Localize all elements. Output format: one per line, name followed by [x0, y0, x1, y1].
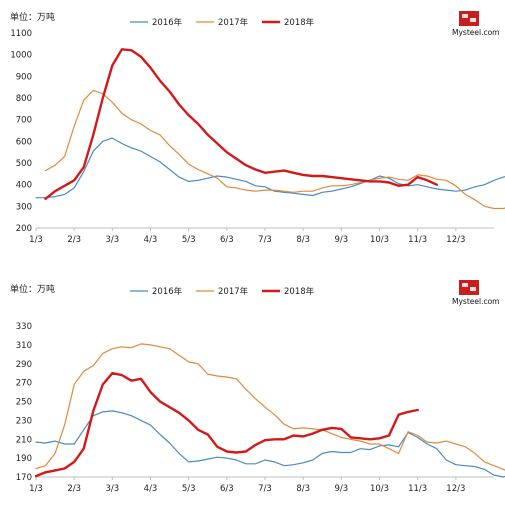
legend-label: 2017年: [218, 17, 249, 28]
x-tick-label: 11/3: [408, 484, 427, 494]
x-tick-label: 1/3: [29, 484, 43, 494]
y-tick-label: 190: [16, 454, 32, 464]
x-axis-ticks: 1/3 2/3 3/3 4/3 5/3 6/3 7/3 8/3 9/3 10/3 11/3 12/3: [29, 228, 465, 245]
x-tick-label: 2/3: [67, 235, 81, 245]
y-tick-label: 200: [16, 224, 32, 234]
chart-bottom: 单位：万吨 2016年 2017年 2018年 Mysteel.com 170 190…: [10, 280, 505, 494]
y-tick-label: 210: [16, 435, 32, 445]
logo-text: Mysteel.com: [452, 297, 499, 306]
y-tick-label: 270: [16, 379, 32, 389]
x-tick-label: 5/3: [182, 484, 196, 494]
legend-label: 2018年: [284, 17, 315, 28]
series-line-2016: [35, 137, 505, 199]
y-tick-label: 1100: [10, 29, 32, 39]
y-tick-label: 600: [16, 137, 32, 147]
y-axis-ticks: 200 300 400 500 600 700 800 900 1000 1100: [10, 29, 32, 234]
mysteel-logo: Mysteel.com: [452, 280, 499, 306]
y-tick-label: 230: [16, 416, 32, 426]
y-tick-label: 900: [16, 72, 32, 82]
x-tick-label: 5/3: [182, 235, 196, 245]
x-tick-label: 8/3: [296, 235, 310, 245]
logo-text: Mysteel.com: [452, 28, 499, 37]
x-tick-label: 1/3: [29, 235, 43, 245]
x-tick-label: 6/3: [220, 235, 234, 245]
unit-label: 单位：万吨: [10, 283, 55, 295]
series-lines: [35, 48, 505, 210]
y-tick-label: 700: [16, 116, 32, 126]
x-tick-label: 3/3: [105, 484, 119, 494]
series-lines: [34, 343, 505, 478]
y-axis-ticks: 170 190 210 230 250 270 290 310 330: [16, 322, 32, 483]
y-tick-label: 330: [16, 322, 32, 332]
y-tick-label: 300: [16, 202, 32, 212]
legend-label: 2017年: [218, 286, 249, 297]
x-tick-label: 10/3: [370, 484, 389, 494]
y-tick-label: 250: [16, 398, 32, 408]
x-tick-label: 10/3: [370, 235, 389, 245]
y-tick-label: 290: [16, 360, 32, 370]
series-line-2017: [35, 343, 505, 471]
unit-label: 单位：万吨: [10, 11, 55, 23]
chart-top: 单位：万吨 2016年 2017年 2018年 Mysteel.com 200 300…: [10, 11, 505, 245]
x-tick-label: 2/3: [67, 484, 81, 494]
legend: 2016年 2017年 2018年: [130, 17, 315, 28]
x-tick-label: 11/3: [408, 235, 427, 245]
x-tick-label: 7/3: [258, 484, 272, 494]
x-tick-label: 12/3: [446, 484, 465, 494]
series-line-2017: [44, 89, 505, 210]
x-tick-label: 4/3: [144, 235, 158, 245]
x-tick-label: 3/3: [105, 235, 119, 245]
x-tick-label: 6/3: [220, 484, 234, 494]
y-tick-label: 1000: [10, 51, 32, 61]
y-tick-label: 400: [16, 181, 32, 191]
legend-label: 2018年: [284, 286, 315, 297]
legend-label: 2016年: [152, 286, 183, 297]
series-line-2016: [35, 410, 505, 478]
x-axis-ticks: 1/3 2/3 3/3 4/3 5/3 6/3 7/3 8/3 9/3 10/3 11/3 12/3: [29, 477, 465, 494]
x-tick-label: 4/3: [144, 484, 158, 494]
legend-label: 2016年: [152, 17, 183, 28]
mysteel-logo: Mysteel.com: [452, 11, 499, 37]
series-line-2018: [44, 48, 438, 200]
series-line-2018: [34, 372, 419, 478]
y-tick-label: 170: [16, 473, 32, 483]
x-tick-label: 7/3: [258, 235, 272, 245]
x-tick-label: 12/3: [446, 235, 465, 245]
x-tick-label: 9/3: [334, 235, 348, 245]
legend: 2016年 2017年 2018年: [130, 286, 315, 297]
x-tick-label: 8/3: [296, 484, 310, 494]
y-tick-label: 500: [16, 159, 32, 169]
y-tick-label: 800: [16, 94, 32, 104]
x-tick-label: 9/3: [334, 484, 348, 494]
y-tick-label: 310: [16, 341, 32, 351]
